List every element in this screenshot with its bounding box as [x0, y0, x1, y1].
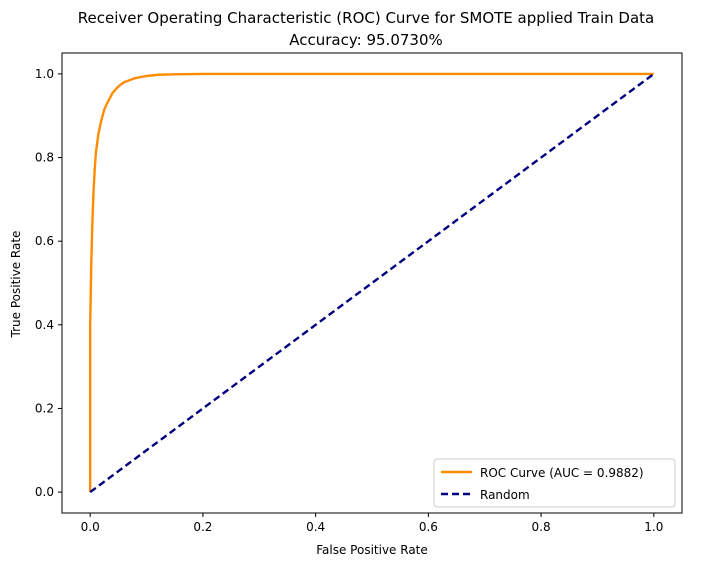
series-layer	[88, 72, 655, 494]
chart-title-line1: Receiver Operating Characteristic (ROC) …	[78, 9, 654, 27]
x-tick-label: 0.8	[532, 520, 551, 534]
y-tick-label: 0.6	[35, 234, 54, 248]
y-axis-label: True Positive Rate	[9, 231, 23, 339]
y-tick-label: 1.0	[35, 67, 54, 81]
y-tick-label: 0.2	[35, 401, 54, 415]
legend-box	[433, 458, 676, 508]
x-tick-label: 0.0	[81, 520, 100, 534]
x-tick-label: 0.4	[306, 520, 325, 534]
legend-roc-label: ROC Curve (AUC = 0.9882)	[480, 466, 644, 480]
y-tick-label: 0.8	[35, 151, 54, 165]
axes-frame	[61, 52, 683, 514]
x-tick-label: 1.0	[644, 520, 663, 534]
random-baseline-line	[89, 72, 655, 494]
y-tick-label: 0.0	[35, 485, 54, 499]
legend: ROC Curve (AUC = 0.9882) Random	[433, 458, 676, 508]
x-tick-label: 0.2	[193, 520, 212, 534]
y-tick-label: 0.4	[35, 318, 54, 332]
legend-random-label: Random	[480, 488, 530, 502]
x-axis-label: False Positive Rate	[316, 543, 428, 557]
x-tick-label: 0.6	[419, 520, 438, 534]
y-axis: 0.0 0.2 0.4 0.6 0.8 1.0	[35, 67, 62, 499]
x-axis: 0.0 0.2 0.4 0.6 0.8 1.0	[81, 513, 663, 534]
roc-curve-line	[88, 72, 654, 493]
chart-title-line2: Accuracy: 95.0730%	[289, 31, 443, 49]
